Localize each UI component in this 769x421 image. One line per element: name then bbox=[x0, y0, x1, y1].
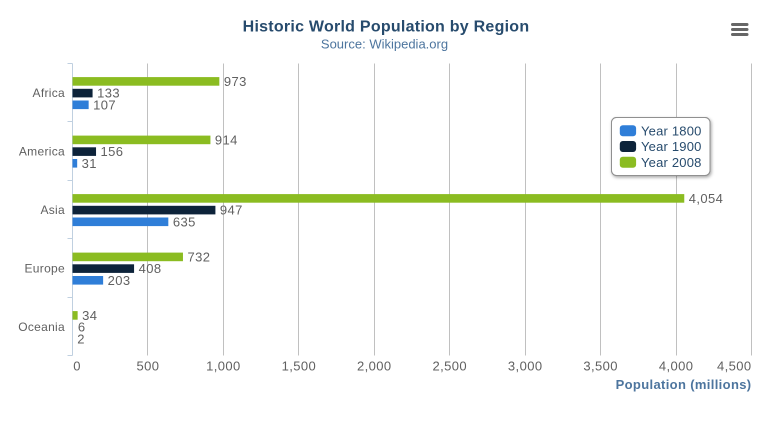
svg-text:Population (millions): Population (millions) bbox=[616, 377, 752, 392]
svg-text:133: 133 bbox=[97, 86, 120, 101]
svg-text:Year 2008: Year 2008 bbox=[641, 155, 702, 170]
svg-text:0: 0 bbox=[73, 359, 81, 374]
svg-text:2,500: 2,500 bbox=[432, 359, 467, 374]
svg-text:Source: Wikipedia.org: Source: Wikipedia.org bbox=[321, 37, 448, 52]
svg-text:1,500: 1,500 bbox=[282, 359, 317, 374]
svg-text:2: 2 bbox=[77, 331, 85, 346]
svg-text:4,054: 4,054 bbox=[689, 191, 724, 206]
svg-text:635: 635 bbox=[173, 214, 196, 229]
svg-text:6: 6 bbox=[78, 320, 86, 335]
svg-text:Asia: Asia bbox=[40, 203, 65, 217]
svg-text:156: 156 bbox=[101, 144, 124, 159]
svg-text:107: 107 bbox=[93, 97, 116, 112]
svg-text:Africa: Africa bbox=[33, 86, 65, 100]
svg-text:408: 408 bbox=[139, 261, 162, 276]
svg-text:Year 1800: Year 1800 bbox=[641, 123, 702, 138]
svg-text:947: 947 bbox=[220, 203, 243, 218]
svg-text:4,500: 4,500 bbox=[717, 359, 752, 374]
svg-text:500: 500 bbox=[137, 359, 160, 374]
svg-text:Europe: Europe bbox=[25, 262, 66, 276]
svg-text:Historic World Population by R: Historic World Population by Region bbox=[243, 19, 530, 36]
svg-text:3,500: 3,500 bbox=[583, 359, 618, 374]
svg-text:732: 732 bbox=[187, 250, 210, 265]
svg-text:34: 34 bbox=[82, 308, 97, 323]
svg-text:31: 31 bbox=[82, 156, 97, 171]
svg-text:3,000: 3,000 bbox=[508, 359, 543, 374]
svg-text:203: 203 bbox=[108, 273, 131, 288]
svg-text:2,000: 2,000 bbox=[357, 359, 392, 374]
svg-text:973: 973 bbox=[224, 74, 247, 89]
svg-text:914: 914 bbox=[215, 133, 238, 148]
svg-text:4,000: 4,000 bbox=[659, 359, 694, 374]
svg-text:America: America bbox=[19, 145, 65, 159]
svg-text:1,000: 1,000 bbox=[206, 359, 241, 374]
svg-text:Oceania: Oceania bbox=[18, 320, 65, 334]
svg-text:Year 1900: Year 1900 bbox=[641, 139, 702, 154]
